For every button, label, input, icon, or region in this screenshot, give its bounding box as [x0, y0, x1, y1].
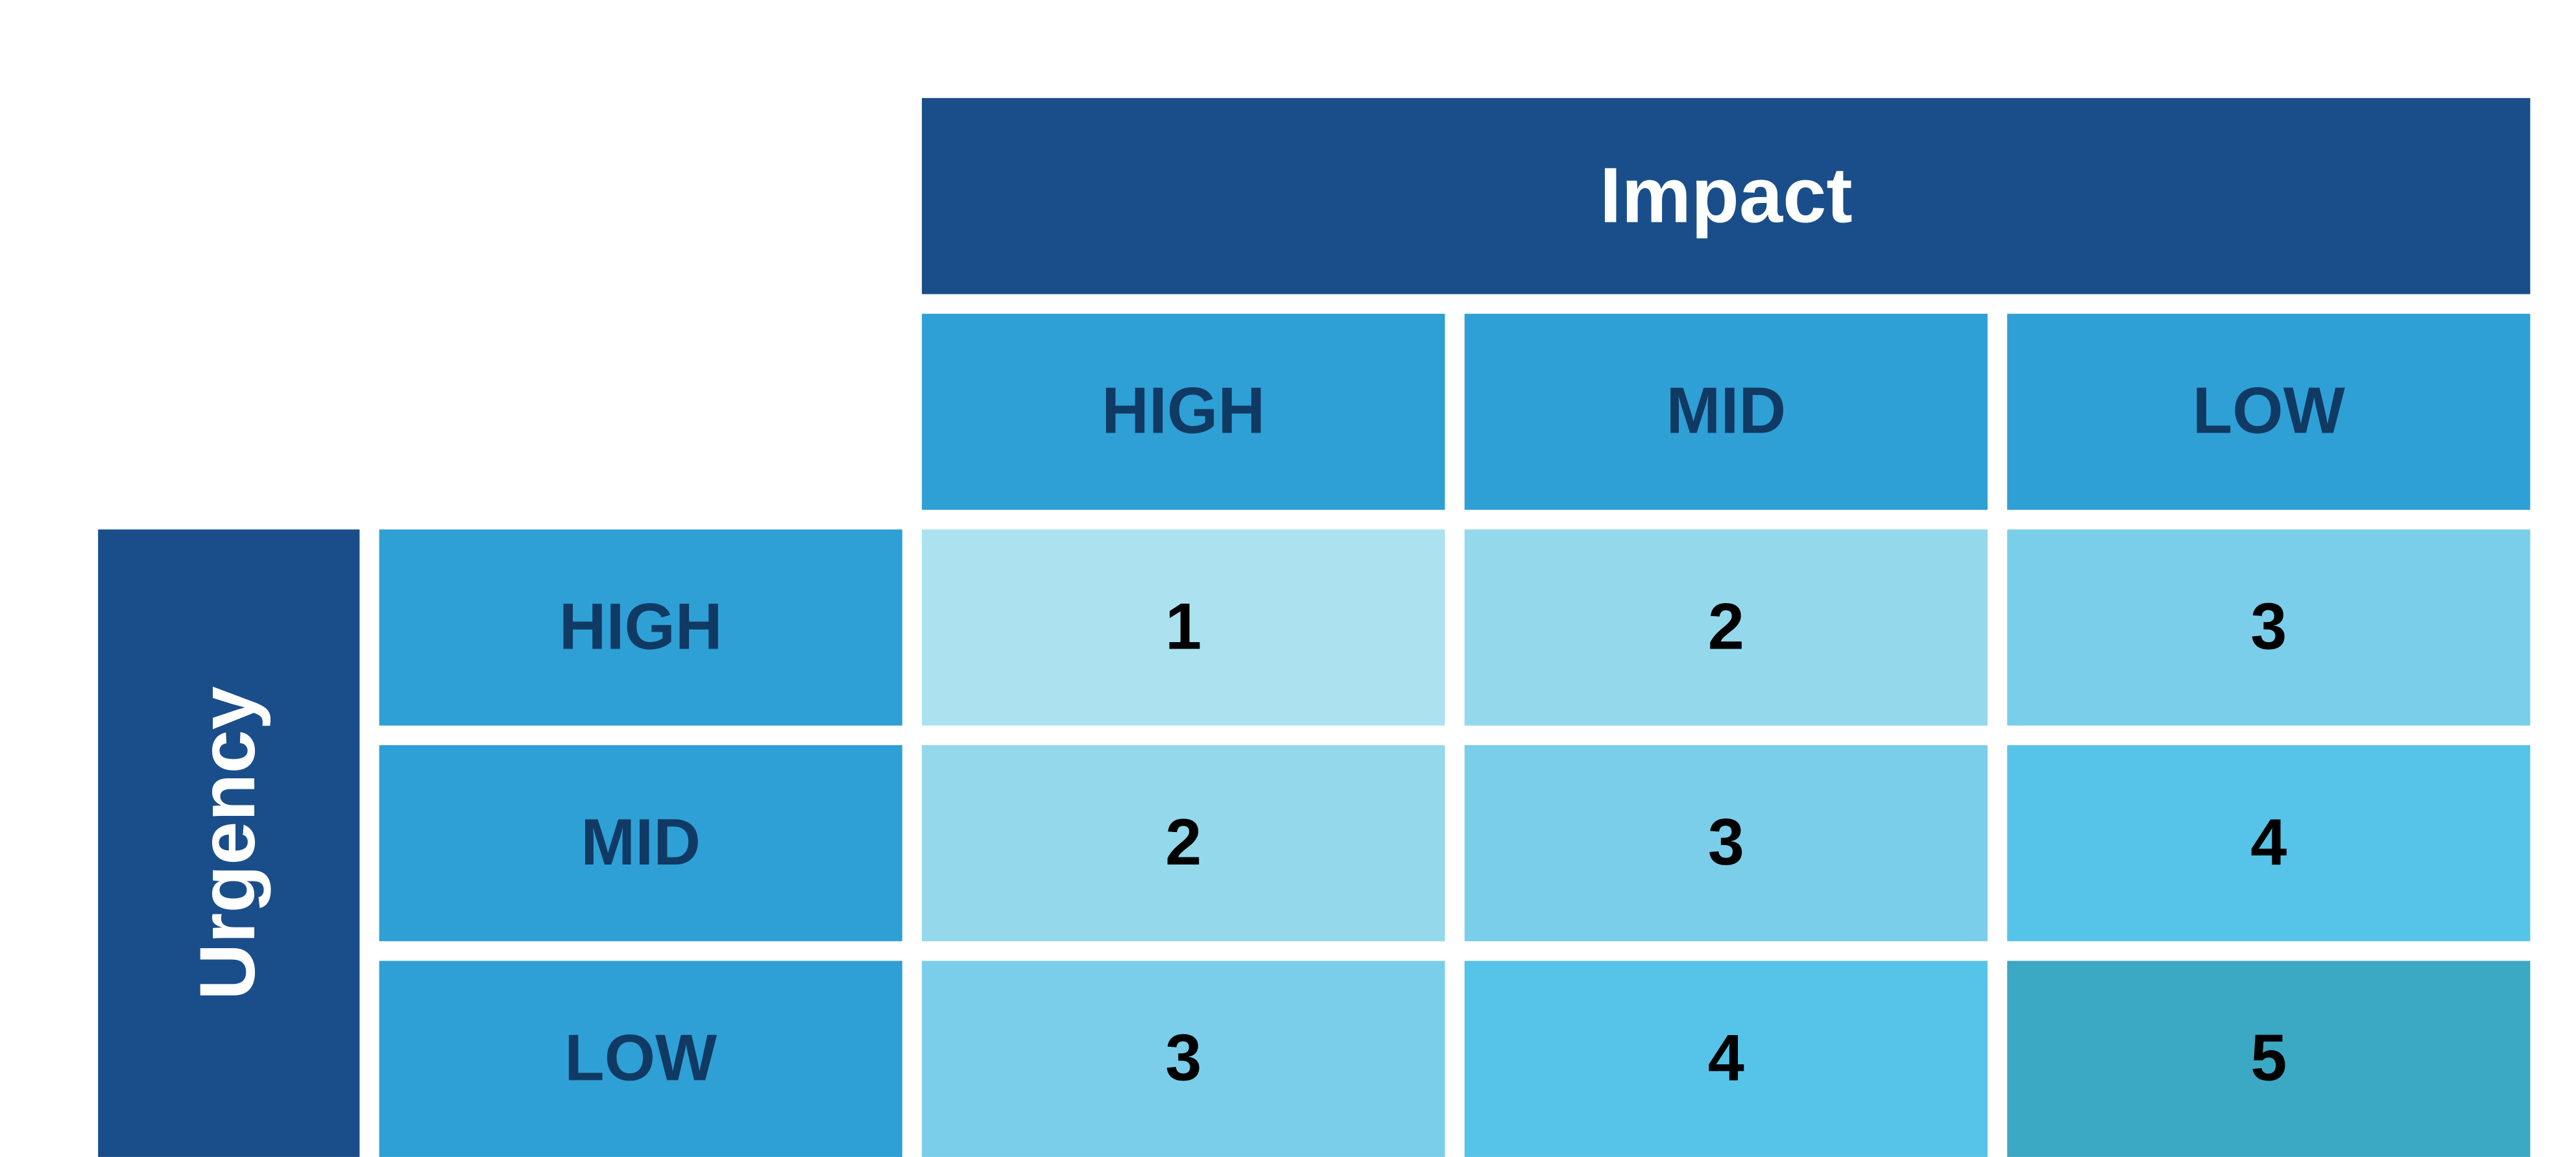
column-header: LOW: [2007, 314, 2530, 510]
row-axis-title: Urgency: [98, 529, 359, 1157]
matrix-cell: 3: [1465, 745, 1988, 941]
matrix-cell: 3: [2007, 529, 2530, 725]
spacer-header-left: [98, 314, 902, 510]
spacer-top-left: [98, 98, 902, 294]
column-header: MID: [1465, 314, 1988, 510]
row-header: MID: [379, 745, 902, 941]
row-header: HIGH: [379, 529, 902, 725]
column-header: HIGH: [922, 314, 1445, 510]
matrix-cell: 4: [2007, 745, 2530, 941]
column-axis-title: Impact: [922, 98, 2530, 294]
priority-matrix: ImpactHIGHMIDLOWUrgencyHIGH123MID234LOW3…: [0, 0, 2576, 1128]
matrix-cell: 2: [922, 745, 1445, 941]
matrix-cell: 2: [1465, 529, 1988, 725]
matrix-grid: ImpactHIGHMIDLOWUrgencyHIGH123MID234LOW3…: [98, 98, 2478, 1157]
matrix-cell: 1: [922, 529, 1445, 725]
